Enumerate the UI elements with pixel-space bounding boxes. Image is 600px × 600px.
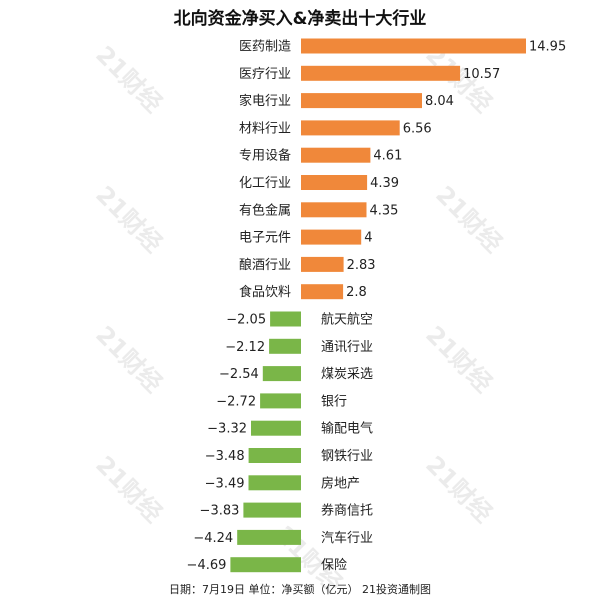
value-label-7: 4 xyxy=(364,231,372,246)
value-label-4: 4.61 xyxy=(373,149,402,164)
category-label-9: 食品饮料 xyxy=(239,284,291,300)
value-label-8: 2.83 xyxy=(347,258,376,273)
category-label-14: 输配电气 xyxy=(321,421,373,437)
category-label-4: 专用设备 xyxy=(239,148,291,164)
chart-title: 北向资金净买入&净卖出十大行业 xyxy=(173,9,427,29)
value-label-15: −3.48 xyxy=(205,449,245,464)
bar-2 xyxy=(301,93,422,109)
bar-19 xyxy=(230,557,301,573)
category-label-3: 材料行业 xyxy=(239,121,291,136)
category-label-11: 通讯行业 xyxy=(321,340,373,355)
category-label-0: 医药制造 xyxy=(239,40,291,55)
category-label-6: 有色金属 xyxy=(239,202,291,218)
bar-4 xyxy=(301,147,371,163)
value-label-10: −2.05 xyxy=(226,313,266,328)
value-label-3: 6.56 xyxy=(403,121,432,136)
value-label-5: 4.39 xyxy=(370,176,399,191)
bar-7 xyxy=(301,229,362,245)
category-label-15: 钢铁行业 xyxy=(321,449,373,464)
value-label-16: −3.49 xyxy=(205,476,245,491)
value-label-19: −4.69 xyxy=(187,558,227,573)
value-label-1: 10.57 xyxy=(463,67,500,82)
category-label-2: 家电行业 xyxy=(239,93,291,109)
category-label-8: 酿酒行业 xyxy=(239,257,291,273)
bar-15 xyxy=(248,448,301,463)
category-label-17: 券商信托 xyxy=(321,503,373,519)
bar-9 xyxy=(301,284,344,300)
value-label-14: −3.32 xyxy=(207,422,247,437)
category-label-10: 航天航空 xyxy=(321,312,373,328)
category-label-7: 电子元件 xyxy=(239,231,291,246)
value-label-12: −2.54 xyxy=(219,367,259,382)
value-label-2: 8.04 xyxy=(425,94,454,109)
category-label-5: 化工行业 xyxy=(239,176,291,191)
value-label-18: −4.24 xyxy=(193,531,233,546)
bar-17 xyxy=(243,502,301,518)
value-label-11: −2.12 xyxy=(225,340,265,355)
bar-11 xyxy=(269,338,301,354)
bar-14 xyxy=(251,420,301,436)
category-label-18: 汽车行业 xyxy=(321,530,373,546)
value-label-13: −2.72 xyxy=(216,394,256,409)
value-label-9: 2.8 xyxy=(346,285,367,300)
bar-3 xyxy=(301,120,400,136)
bar-1 xyxy=(301,65,461,81)
value-label-0: 14.95 xyxy=(529,40,566,55)
bar-5 xyxy=(301,175,368,190)
category-label-1: 医疗行业 xyxy=(239,67,291,82)
value-label-6: 4.35 xyxy=(370,203,399,218)
bar-12 xyxy=(262,366,301,382)
bar-8 xyxy=(301,256,344,272)
bar-18 xyxy=(237,529,301,545)
bar-10 xyxy=(270,311,301,327)
category-label-16: 房地产 xyxy=(321,475,360,491)
category-label-12: 煤炭采选 xyxy=(321,367,373,382)
category-label-13: 银行 xyxy=(321,394,347,409)
value-label-17: −3.83 xyxy=(200,504,240,519)
footer-note: 日期：7月19日 单位：净买额（亿元） 21投资通制图 xyxy=(169,583,431,596)
bar-6 xyxy=(301,202,367,218)
bar-0 xyxy=(301,38,526,54)
category-label-19: 保险 xyxy=(321,558,347,573)
bar-13 xyxy=(260,393,301,409)
bar-16 xyxy=(248,475,301,491)
